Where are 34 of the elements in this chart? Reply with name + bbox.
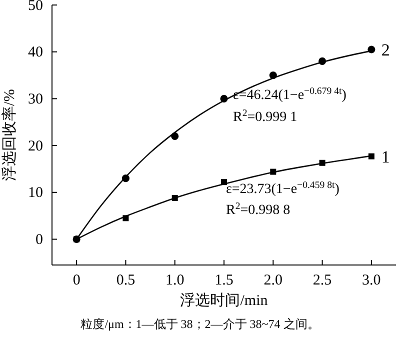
point bbox=[221, 179, 227, 186]
point bbox=[368, 153, 374, 160]
point bbox=[270, 168, 276, 175]
x-tick-label: 2.0 bbox=[264, 272, 283, 289]
y-axis-title: 浮选回收率/% bbox=[1, 89, 18, 181]
point bbox=[220, 94, 228, 102]
y-tick-label: 0 bbox=[36, 232, 43, 248]
point bbox=[172, 195, 178, 202]
x-tick-label: 1.0 bbox=[165, 272, 184, 289]
point bbox=[171, 132, 179, 140]
series-label: 2 bbox=[381, 40, 390, 60]
point bbox=[122, 174, 130, 182]
y-tick-label: 10 bbox=[28, 185, 43, 202]
y-tick-label: 30 bbox=[28, 91, 43, 108]
series-label: 1 bbox=[381, 147, 390, 166]
y-tick-label: 40 bbox=[28, 44, 43, 61]
text: 粒度/μm：1—低于 38；2—介于 38~74 之间。 bbox=[80, 317, 320, 331]
point bbox=[122, 215, 129, 222]
annotation: ε=46.24(1−e$^{−0.679 4t}$) bbox=[233, 86, 347, 103]
y-tick-label: 20 bbox=[28, 138, 43, 154]
point bbox=[319, 160, 326, 166]
y-tick-label: 50 bbox=[28, 0, 43, 14]
annotation: ε=23.73(1−e$^{−0.459 8t}$) bbox=[226, 180, 340, 197]
annotation: R$^{2}$=0.998 8 bbox=[226, 200, 290, 218]
x-tick-label: 0 bbox=[72, 272, 80, 289]
x-tick-label: 3.0 bbox=[362, 272, 381, 289]
x-tick-label: 2.5 bbox=[312, 272, 332, 289]
x-axis-title: 浮选时间/min bbox=[180, 292, 268, 309]
point bbox=[318, 57, 326, 65]
annotation: R$^{2}$=0.999 1 bbox=[233, 108, 298, 125]
x-tick-label: 1.5 bbox=[214, 272, 234, 289]
x-tick-label: 0.5 bbox=[116, 272, 136, 289]
point bbox=[368, 46, 376, 54]
point bbox=[269, 71, 277, 80]
